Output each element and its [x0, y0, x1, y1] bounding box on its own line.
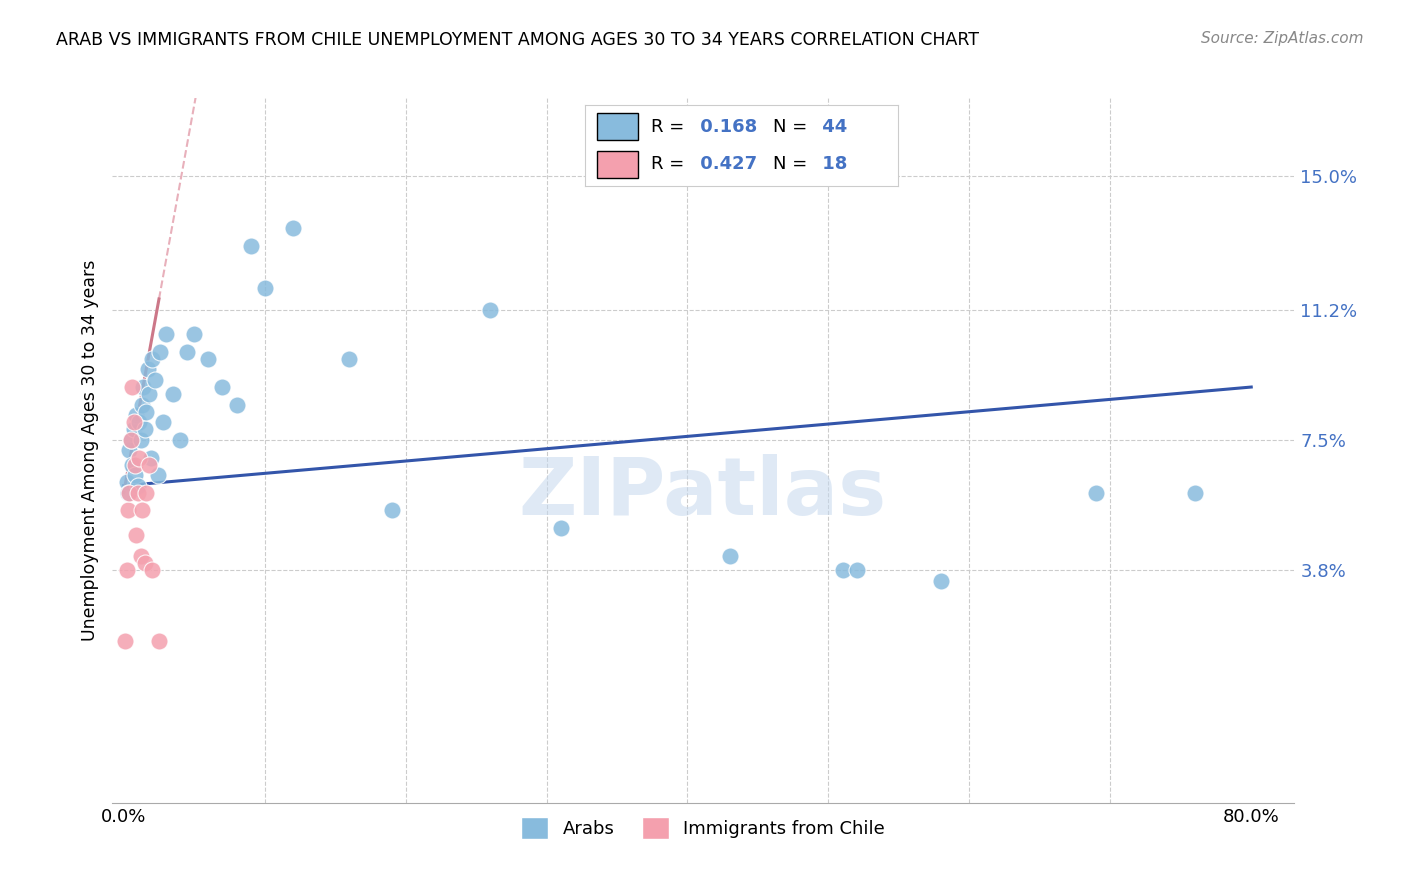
Point [141, 563, 163, 577]
Point [197, 351, 219, 366]
Point [139, 450, 162, 465]
Point [929, 574, 952, 588]
Point [138, 387, 160, 401]
Point [120, 433, 142, 447]
Point [127, 485, 149, 500]
Point [143, 373, 166, 387]
Point [149, 344, 172, 359]
Point [121, 380, 143, 394]
Point [211, 380, 233, 394]
Text: Source: ZipAtlas.com: Source: ZipAtlas.com [1201, 31, 1364, 46]
Point [253, 281, 276, 295]
Point [114, 633, 136, 648]
Point [124, 468, 146, 483]
Point [135, 485, 157, 500]
Point [120, 433, 142, 447]
Point [118, 443, 141, 458]
Point [115, 563, 138, 577]
Point [845, 563, 868, 577]
Point [129, 433, 152, 447]
Point [132, 380, 155, 394]
Point [135, 405, 157, 419]
Point [146, 468, 169, 483]
Point [281, 221, 304, 235]
Point [128, 450, 150, 465]
Point [125, 528, 148, 542]
Point [121, 458, 143, 472]
Point [176, 344, 198, 359]
Point [479, 302, 502, 317]
Point [337, 351, 360, 366]
Point [134, 422, 156, 436]
Point [131, 398, 153, 412]
Point [136, 362, 159, 376]
Point [152, 415, 174, 429]
Point [138, 458, 160, 472]
Point [129, 549, 152, 564]
Point [162, 387, 184, 401]
Point [122, 415, 145, 429]
Point [125, 409, 148, 423]
Point [115, 475, 138, 490]
Text: ZIPatlas: ZIPatlas [519, 454, 887, 532]
Point [1085, 485, 1108, 500]
Point [148, 633, 170, 648]
Point [239, 239, 262, 253]
Y-axis label: Unemployment Among Ages 30 to 34 years: Unemployment Among Ages 30 to 34 years [80, 260, 98, 641]
Point [169, 433, 191, 447]
Point [225, 398, 247, 412]
Point [118, 485, 141, 500]
Point [124, 458, 146, 472]
Point [117, 503, 139, 517]
Point [131, 503, 153, 517]
Point [183, 327, 205, 342]
Text: ARAB VS IMMIGRANTS FROM CHILE UNEMPLOYMENT AMONG AGES 30 TO 34 YEARS CORRELATION: ARAB VS IMMIGRANTS FROM CHILE UNEMPLOYME… [56, 31, 979, 49]
Point [128, 415, 150, 429]
Point [380, 503, 402, 517]
Point [122, 422, 145, 436]
Point [550, 521, 572, 535]
Point [141, 351, 163, 366]
Point [718, 549, 741, 564]
Point [127, 478, 149, 492]
Point [831, 563, 853, 577]
Legend: Arabs, Immigrants from Chile: Arabs, Immigrants from Chile [515, 810, 891, 847]
Point [134, 556, 156, 570]
Point [117, 485, 139, 500]
Point [155, 327, 177, 342]
Point [1184, 485, 1206, 500]
